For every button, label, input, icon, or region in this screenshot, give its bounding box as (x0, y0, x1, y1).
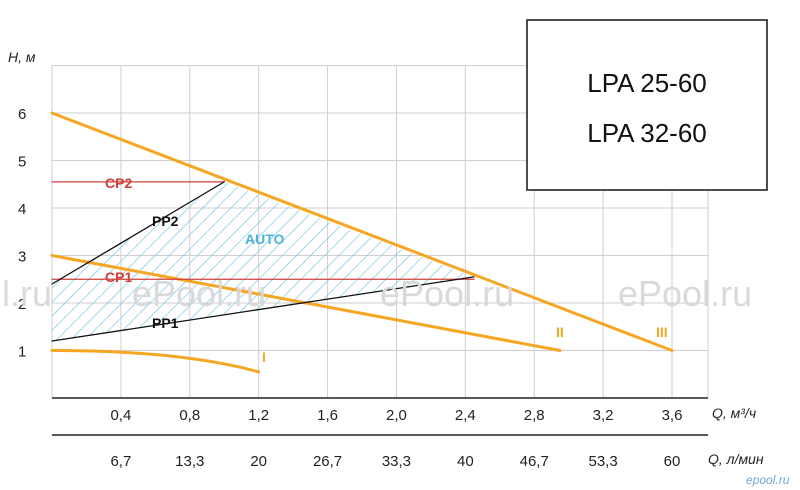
watermark-2: ePool.ru (132, 273, 266, 314)
x-tick-label: 2,4 (455, 407, 476, 424)
x-axis-title: Q, м³/ч (712, 405, 756, 421)
y-tick-label: 6 (18, 106, 26, 123)
x-tick-label: 1,2 (248, 407, 269, 424)
watermark-4: ePool.ru (618, 273, 752, 314)
label-pp1: PP1 (152, 315, 179, 331)
y-tick-label: 5 (18, 154, 26, 171)
series-line-pp2 (51, 181, 225, 285)
label-curve-i: I (262, 349, 266, 365)
x2-tick-label: 60 (664, 453, 681, 470)
y-axis-title: H, м (8, 49, 36, 65)
model-box (526, 19, 768, 191)
x-axis-title-2: Q, л/мин (708, 451, 764, 467)
series-line-pp1 (51, 276, 475, 342)
auto-region (52, 181, 474, 341)
label-auto: AUTO (245, 231, 285, 247)
grid (51, 65, 709, 398)
x2-tick-label: 40 (457, 453, 474, 470)
label-cp1: CP1 (105, 269, 132, 285)
model-label-1: LPA 25-60 (587, 68, 707, 98)
label-cp2: CP2 (105, 175, 132, 191)
x-tick-label: 0,4 (110, 407, 131, 424)
x-tick-label: 3,2 (593, 407, 614, 424)
x-tick-label: 0,8 (179, 407, 200, 424)
x2-tick-label: 20 (250, 453, 267, 470)
y-tick-label: 4 (18, 201, 26, 218)
x-tick-label: 2,0 (386, 407, 407, 424)
tick-labels: 1 2 3 4 5 6 0,4 0,8 1,2 1,6 2,0 2,4 2,8 3,2 3,6 6,7 13,3… (18, 106, 682, 470)
y-tick-label: 3 (18, 249, 26, 266)
y-tick-label: 2 (18, 296, 26, 313)
x2-tick-label: 53,3 (589, 453, 618, 470)
label-curve-ii: II (556, 324, 564, 340)
series-group (50, 111, 674, 374)
x2-tick-label: 13,3 (175, 453, 204, 470)
y-tick-label: 1 (18, 344, 26, 361)
label-pp2: PP2 (152, 213, 179, 229)
x2-tick-label: 6,7 (110, 453, 131, 470)
x2-tick-label: 33,3 (382, 453, 411, 470)
x-tick-label: 1,6 (317, 407, 338, 424)
x2-tick-label: 46,7 (520, 453, 549, 470)
watermark-1: l.ru (2, 273, 52, 314)
brand-mark: epool.ru (746, 473, 790, 487)
watermark-3: ePool.ru (380, 273, 514, 314)
series-line-i (50, 349, 261, 374)
x-tick-label: 2,8 (524, 407, 545, 424)
model-label-2: LPA 32-60 (587, 118, 707, 148)
label-curve-iii: III (656, 324, 668, 340)
x2-tick-label: 26,7 (313, 453, 342, 470)
x-tick-label: 3,6 (662, 407, 683, 424)
series-line-iii (50, 111, 674, 352)
auto-region-area (52, 181, 474, 341)
